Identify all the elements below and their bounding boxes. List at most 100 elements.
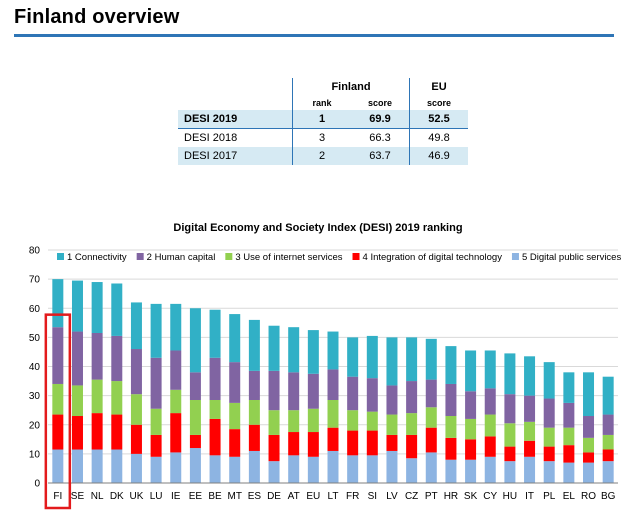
summary-table: Finland EU rank score score DESI 2019 1 … — [178, 78, 468, 165]
bar-segment — [288, 372, 300, 411]
highlight-box — [44, 313, 72, 510]
bar-segment — [229, 362, 241, 403]
row-rank: 1 — [292, 110, 351, 129]
bar-segment — [52, 449, 64, 483]
row-eu-score: 46.9 — [409, 147, 468, 165]
bar-segment — [307, 408, 319, 433]
bar-segment — [268, 325, 280, 371]
bar-segment — [366, 335, 378, 379]
row-label: DESI 2018 — [178, 128, 293, 147]
bar-segment — [209, 309, 221, 358]
bar-segment — [111, 449, 123, 483]
chart-title: Digital Economy and Society Index (DESI)… — [173, 222, 462, 234]
bar-segment — [327, 450, 339, 483]
x-tick-label: SE — [71, 491, 85, 502]
bar-segment — [71, 449, 83, 483]
x-tick-label: UK — [129, 491, 143, 502]
bar-segment — [563, 372, 575, 403]
bar-segment — [445, 346, 457, 384]
bar-segment — [484, 414, 496, 437]
bar-segment — [583, 416, 595, 438]
bar-segment — [524, 356, 536, 396]
eu-header: EU — [409, 78, 468, 96]
bar-segment — [71, 331, 83, 386]
x-tick-label: ES — [248, 491, 262, 502]
bar-segment — [229, 314, 241, 363]
bar-segment — [602, 414, 614, 435]
x-tick-label: FR — [346, 491, 359, 502]
bar-segment — [386, 434, 398, 451]
bar-segment — [111, 414, 123, 450]
bar-segment — [543, 398, 555, 428]
x-tick-label: NL — [91, 491, 104, 502]
bar-segment — [543, 446, 555, 462]
row-score: 66.3 — [351, 128, 410, 147]
bar-segment — [209, 455, 221, 483]
bar-segment — [504, 353, 516, 395]
page-title: Finland overview — [14, 6, 180, 28]
x-tick-label: FI — [53, 491, 62, 502]
bar-segment — [91, 333, 103, 380]
y-tick-label: 10 — [29, 449, 41, 460]
bar-segment — [150, 357, 162, 409]
x-tick-label: BE — [208, 491, 222, 502]
x-tick-label: LV — [386, 491, 398, 502]
bar-segment — [170, 452, 182, 483]
bar-segment — [504, 394, 516, 424]
x-tick-label: DE — [267, 491, 281, 502]
bar-segment — [563, 462, 575, 483]
bar-segment — [386, 414, 398, 435]
x-tick-label: EL — [563, 491, 576, 502]
score-header: score — [367, 98, 393, 108]
row-eu-score: 49.8 — [409, 128, 468, 147]
x-tick-label: PL — [543, 491, 556, 502]
x-tick-label: RO — [581, 491, 596, 502]
bar-segment — [386, 385, 398, 415]
bar-segment — [504, 461, 516, 483]
bar-segment — [288, 327, 300, 373]
bar-segment — [209, 357, 221, 400]
x-tick-label: SK — [464, 491, 478, 502]
bar-segment — [465, 350, 477, 392]
bar-segment — [229, 402, 241, 430]
row-rank: 2 — [292, 147, 351, 165]
bar-segment — [602, 461, 614, 483]
bar-segment — [425, 452, 437, 483]
bar-segment — [229, 429, 241, 457]
rank-header: rank — [292, 96, 351, 110]
row-label: DESI 2017 — [178, 147, 293, 165]
bar-segment — [288, 410, 300, 433]
bar-segment — [406, 413, 418, 435]
title-rule — [14, 34, 614, 37]
bar-segment — [170, 350, 182, 390]
legend-label: 2 Human capital — [147, 252, 216, 263]
bar-segment — [366, 430, 378, 456]
y-tick-label: 40 — [29, 362, 41, 373]
bar-segment — [209, 418, 221, 456]
row-rank: 3 — [292, 128, 351, 147]
bar-segment — [543, 362, 555, 399]
bar-segment — [307, 330, 319, 374]
x-tick-label: IT — [525, 491, 534, 502]
y-tick-label: 30 — [29, 391, 41, 402]
bar-segment — [71, 416, 83, 450]
bar-segment — [111, 335, 123, 382]
bar-segment — [406, 337, 418, 382]
bar-segment — [425, 379, 437, 408]
legend-label: 3 Use of internet services — [235, 252, 342, 263]
bar-segment — [268, 370, 280, 411]
bar-segment — [150, 434, 162, 457]
bar-segment — [248, 319, 260, 371]
row-score: 69.9 — [351, 110, 410, 129]
legend-swatch — [511, 253, 519, 260]
table-row: DESI 2018 3 66.3 49.8 — [178, 128, 468, 147]
bar-segment — [130, 302, 142, 350]
eu-score-header: score — [409, 96, 468, 110]
bar-segment — [504, 446, 516, 462]
x-tick-label: AT — [288, 491, 300, 502]
x-tick-label: BG — [601, 491, 616, 502]
bar-segment — [307, 456, 319, 483]
x-tick-label: EU — [306, 491, 320, 502]
bar-segment — [52, 383, 64, 415]
bar-segment — [465, 418, 477, 440]
